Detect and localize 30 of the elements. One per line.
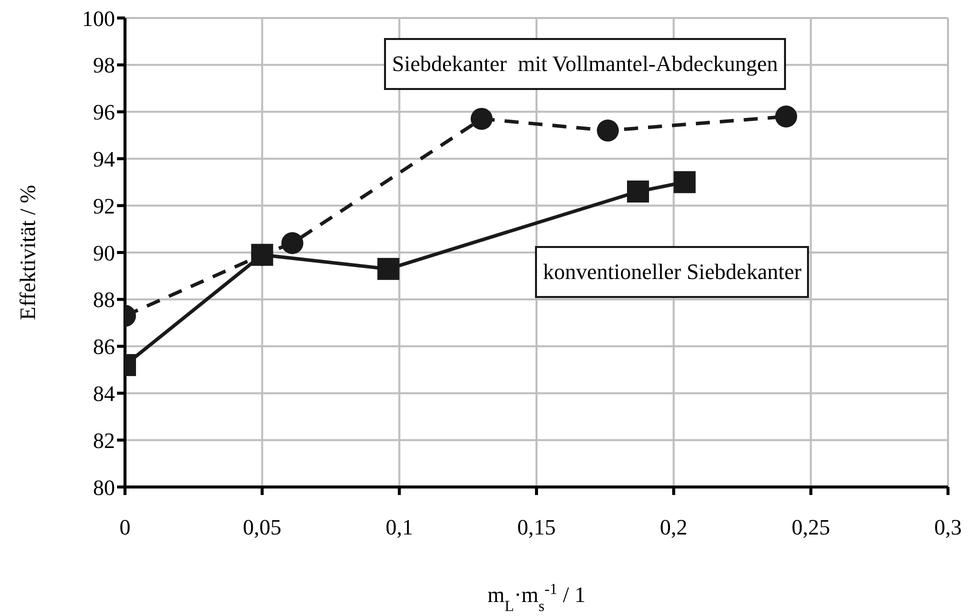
point — [596, 120, 619, 142]
x-axis-title: m$_{L}$·m$_{s}$$^{-1}$ / 1 — [488, 580, 586, 614]
x-tick-label: 0,05 — [242, 514, 282, 540]
y-tick-label: 92 — [93, 193, 115, 218]
x-tick-label: 0,25 — [792, 514, 830, 540]
y-tick-label: 80 — [93, 474, 115, 500]
y-tick-label: 90 — [93, 240, 115, 266]
y-tick-label: 86 — [93, 334, 115, 360]
x-tick-label: 0,3 — [934, 514, 962, 540]
y-tick-label: 100 — [82, 6, 115, 31]
x-tick-label: 0,15 — [517, 514, 556, 540]
y-tick-label: 82 — [93, 428, 115, 453]
point — [281, 232, 304, 254]
point — [674, 171, 696, 194]
point — [627, 180, 650, 203]
x-tick-label: 0 — [120, 514, 130, 540]
x-tick-label: 0,2 — [660, 514, 688, 540]
point — [377, 258, 400, 280]
y-tick-label: 84 — [93, 381, 115, 406]
point — [470, 108, 493, 130]
point — [251, 244, 274, 266]
point — [775, 105, 798, 128]
y-tick-label: 94 — [93, 146, 115, 172]
y-axis-title: Effektivität / % — [15, 184, 40, 320]
x-tick-label: 0,1 — [386, 514, 414, 540]
y-tick-label: 88 — [93, 287, 115, 312]
y-tick-label: 96 — [93, 100, 115, 125]
series-label: Siebdekanter mit Vollmantel-Abdeckungen — [384, 38, 786, 90]
series-label: konventioneller Siebdekanter — [535, 246, 810, 298]
y-tick-label: 98 — [93, 52, 115, 78]
